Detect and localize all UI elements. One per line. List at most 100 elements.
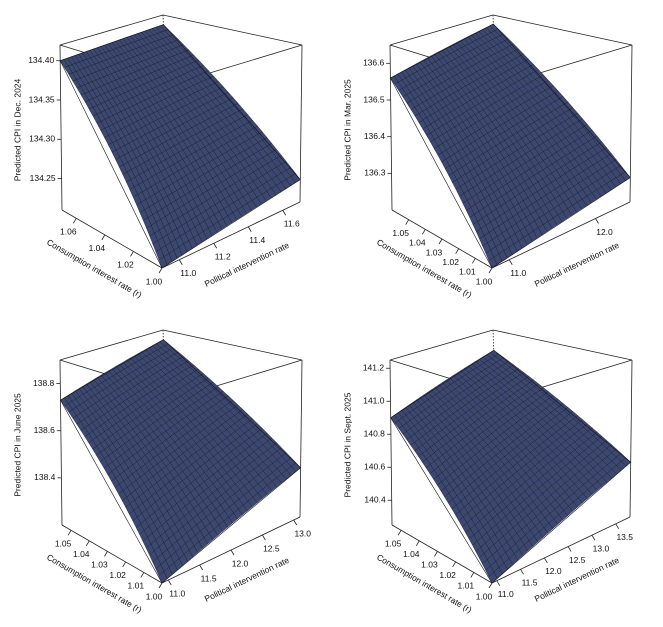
z-tick-label: 136.3 bbox=[364, 168, 386, 178]
y-tick-label: 1.05 bbox=[392, 228, 409, 238]
y-tick bbox=[488, 582, 493, 589]
y-tick-label: 1.03 bbox=[91, 560, 108, 570]
y-tick bbox=[434, 551, 438, 557]
y-tick bbox=[67, 530, 72, 536]
box-edge bbox=[61, 209, 163, 269]
y-tick bbox=[72, 218, 77, 224]
x-tick-label: 13.0 bbox=[593, 543, 610, 553]
z-tick-label: 136.5 bbox=[363, 94, 385, 104]
y-tick bbox=[101, 234, 106, 241]
y-tick-label: 1.03 bbox=[421, 560, 438, 570]
x-tick-label: 12.0 bbox=[232, 558, 249, 568]
z-tick-label: 140.8 bbox=[364, 429, 386, 439]
box-edge bbox=[59, 44, 63, 211]
x-tick bbox=[199, 564, 203, 571]
x-tick-label: 11.0 bbox=[169, 588, 185, 598]
box-edge bbox=[162, 329, 303, 361]
box-edge bbox=[61, 524, 163, 584]
box-edge bbox=[492, 329, 633, 361]
box-edge bbox=[161, 201, 301, 269]
x-tick bbox=[230, 549, 235, 556]
y-tick bbox=[158, 267, 163, 274]
y-tick-label: 1.02 bbox=[109, 570, 126, 580]
box-edge bbox=[629, 44, 633, 203]
surface bbox=[389, 23, 631, 269]
x-tick bbox=[167, 579, 172, 586]
box-edge bbox=[299, 359, 303, 518]
y-tick bbox=[488, 267, 493, 274]
y-tick bbox=[130, 251, 134, 257]
y-tick bbox=[470, 572, 475, 578]
y-tick-label: 1.04 bbox=[73, 549, 90, 559]
x-tick bbox=[178, 259, 183, 265]
z-tick-label: 134.35 bbox=[29, 94, 55, 104]
box-edge bbox=[299, 44, 303, 203]
y-tick-label: 1.06 bbox=[60, 227, 77, 237]
y-tick bbox=[405, 219, 410, 225]
x-tick bbox=[508, 259, 513, 265]
y-tick-label: 1.03 bbox=[426, 247, 443, 257]
panel: 136.3 136.4 136.5 136.6 11.0 12.0 1.001.011.02… bbox=[342, 14, 633, 300]
y-tick bbox=[471, 258, 476, 264]
y-tick-label: 1.01 bbox=[458, 581, 475, 591]
box-edge bbox=[492, 14, 633, 46]
y-tick-label: 1.00 bbox=[476, 591, 493, 601]
x-tick-label: 11.5 bbox=[522, 578, 538, 588]
y-tick bbox=[85, 540, 90, 547]
x-tick-label: 11.0 bbox=[498, 589, 514, 599]
y-tick-label: 1.02 bbox=[439, 570, 456, 580]
z-axis-title: Predicted CPI in June 2025 bbox=[12, 393, 22, 497]
y-tick-label: 1.01 bbox=[459, 267, 476, 277]
x-tick-label: 12.5 bbox=[569, 555, 586, 565]
box-edge bbox=[59, 329, 164, 361]
z-tick-label: 138.6 bbox=[34, 425, 56, 435]
y-tick bbox=[438, 238, 443, 245]
y-tick bbox=[415, 540, 420, 547]
x-tick-label: 12.0 bbox=[545, 566, 562, 576]
y-tick bbox=[455, 248, 460, 254]
z-tick-label: 140.4 bbox=[364, 495, 386, 505]
z-tick-label: 140.6 bbox=[364, 462, 386, 472]
box-edge bbox=[629, 359, 633, 518]
x-tick-label: 11.2 bbox=[215, 252, 231, 262]
x-tick-label: 12.0 bbox=[596, 227, 613, 237]
y-tick bbox=[452, 561, 456, 568]
box-edge bbox=[389, 14, 494, 46]
panel: 140.4 140.6 140.8 141.0 141.2 11.0 11.5 12.0 12.… bbox=[342, 329, 633, 615]
y-tick-label: 1.01 bbox=[128, 581, 145, 591]
y-tick-label: 1.05 bbox=[55, 539, 72, 549]
box-edge bbox=[389, 329, 494, 361]
y-tick-label: 1.04 bbox=[409, 238, 426, 248]
box-edge bbox=[389, 359, 393, 526]
z-tick-label: 136.6 bbox=[363, 58, 385, 68]
y-tick bbox=[397, 530, 402, 536]
x-tick bbox=[615, 523, 620, 530]
x-tick bbox=[262, 534, 266, 541]
x-tick-label: 13.5 bbox=[616, 532, 633, 542]
x-tick-label: 11.6 bbox=[284, 219, 300, 229]
box-edge bbox=[162, 14, 303, 46]
box-edge bbox=[389, 44, 393, 211]
x-tick-label: 11.4 bbox=[249, 235, 265, 245]
x-tick bbox=[595, 218, 599, 224]
y-tick bbox=[421, 229, 426, 235]
x-tick bbox=[293, 519, 298, 526]
z-tick-label: 134.25 bbox=[30, 173, 56, 183]
z-tick-label: 138.8 bbox=[33, 378, 55, 388]
box-edge bbox=[491, 201, 631, 269]
box-edge bbox=[391, 524, 493, 584]
box-edge bbox=[59, 14, 164, 46]
x-tick bbox=[520, 569, 524, 575]
x-tick-label: 11.0 bbox=[180, 268, 196, 278]
panel: 138.4138.6138.811.011.512.012.513.01.001… bbox=[12, 329, 311, 615]
x-tick bbox=[282, 210, 287, 216]
y-tick-label: 1.00 bbox=[146, 591, 163, 601]
x-tick-label: 13.0 bbox=[294, 528, 311, 538]
panel: 134.25 134.30 134.35 134.40 11.0 11.2 11.4 11.6… bbox=[12, 14, 303, 300]
z-tick-label: 136.4 bbox=[364, 131, 386, 141]
z-axis-title: Predicted CPI in Sept. 2025 bbox=[342, 392, 352, 497]
z-tick-label: 134.30 bbox=[29, 134, 55, 144]
y-tick-label: 1.02 bbox=[117, 260, 134, 270]
box-edge bbox=[491, 516, 631, 584]
x-tick bbox=[247, 226, 252, 232]
